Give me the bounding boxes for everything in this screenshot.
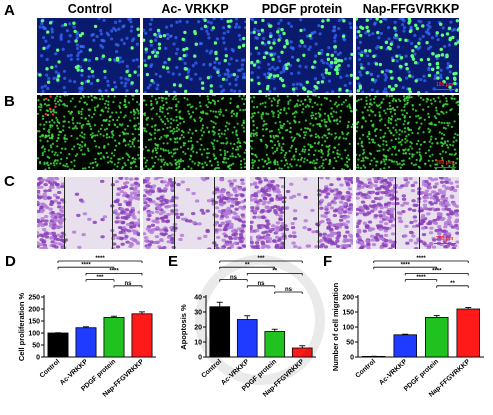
chart_1-bar-2 — [264, 331, 286, 358]
chart_2-bar-2 — [425, 317, 449, 358]
chart_0-bar-3 — [131, 313, 153, 358]
chart_2-ylabel: Number of cell migration — [331, 282, 340, 371]
chart_1-ylabel: Apoptosis % — [179, 304, 188, 350]
chart-letter-f: F — [323, 253, 333, 270]
chart_2-ytick-label: 0 — [350, 355, 354, 362]
row-letter-b: B — [4, 93, 15, 110]
chart_0-ytick-label: 250 — [28, 295, 40, 302]
column-title-control: Control — [67, 2, 113, 16]
chart_2-sig-label-2: **** — [432, 269, 442, 275]
scale-bar-a — [434, 89, 456, 90]
column-title-ac-vrkkp: Ac- VRKKP — [161, 2, 229, 16]
chart_1-sig-label-1: ** — [245, 262, 250, 268]
chart_0-ytick-label: 150 — [28, 319, 40, 326]
chart_0-bar-0 — [47, 332, 69, 358]
chart_0-bar-1 — [75, 327, 97, 358]
chart_0-category-label-0: Control — [39, 358, 62, 379]
micrograph-b-1 — [143, 95, 246, 170]
chart_2-sig-label-0: **** — [416, 256, 426, 262]
chart_1-sig-label-3: ns — [230, 275, 238, 281]
chart_0-bar-2 — [103, 317, 125, 358]
micrograph-b-2 — [250, 95, 353, 170]
micrograph-a-2 — [250, 18, 353, 93]
scale-bar-label-b: 200 μm — [436, 160, 454, 166]
chart_0-ylabel: Cell proliferation % — [17, 292, 26, 361]
chart_1-sig-label-4: ns — [257, 281, 265, 287]
micrograph-a-1 — [143, 18, 246, 93]
chart_0-sig-label-3: *** — [96, 275, 104, 281]
chart_2-sig-label-1: **** — [401, 262, 411, 268]
micrograph-c-3 — [356, 177, 459, 249]
chart_2-category-label-1: Ac-VRKKP — [378, 358, 409, 387]
chart_1-sig-label-5: ns — [285, 287, 293, 293]
micrograph-b-0 — [37, 95, 140, 170]
chart_0-ytick-label: 200 — [28, 307, 40, 314]
chart_2-sig-label-3: **** — [416, 275, 426, 281]
chart_0-ytick-label: 100 — [28, 331, 40, 338]
chart_1-sig-label-0: *** — [257, 256, 265, 262]
row-letter-a: A — [4, 2, 15, 19]
chart-letter-e: E — [168, 253, 179, 270]
chart_1-ytick-label: 40 — [194, 295, 202, 302]
chart_0-ytick-label: 50 — [32, 343, 40, 350]
chart_1-bar-0 — [209, 306, 231, 358]
chart_2-category-label-0: Control — [354, 358, 377, 379]
chart_0-sig-label-0: **** — [95, 256, 105, 262]
chart_2-sig-label-4: ** — [450, 281, 455, 287]
chart_2-ytick-label: 100 — [342, 325, 354, 332]
chart-letter-d: D — [5, 253, 16, 270]
column-title-nap: Nap-FFGVRKKP — [362, 2, 460, 16]
chart_2-ytick-label: 200 — [342, 295, 354, 302]
chart_1-ytick-label: 20 — [194, 325, 202, 332]
chart_2-bar-1 — [393, 334, 417, 358]
chart_1-category-label-0: Control — [200, 358, 223, 379]
chart_1-bar-1 — [236, 319, 258, 358]
micrograph-c-2 — [250, 177, 353, 249]
micrograph-a-0 — [37, 18, 140, 93]
chart_0-sig-label-4: ns — [124, 281, 132, 287]
chart_1-bar-3 — [291, 347, 313, 358]
scale-bar-c — [434, 243, 456, 244]
chart_0-sig-label-2: **** — [109, 269, 119, 275]
chart_2-ytick-label: 50 — [346, 340, 354, 347]
scale-bar-label-c: 200 μm — [436, 236, 454, 242]
chart_2-ytick-label: 150 — [342, 310, 354, 317]
row-letter-c: C — [4, 173, 15, 190]
micrograph-a-3 — [356, 18, 459, 93]
chart_2-bar-3 — [456, 308, 480, 358]
chart_1-ytick-label: 10 — [194, 340, 202, 347]
micrograph-c-1 — [143, 177, 246, 249]
chart_1-ytick-label: 30 — [194, 310, 202, 317]
scale-bar-b — [434, 167, 456, 168]
column-title-pdgf: PDGF protein — [261, 2, 343, 16]
chart_1-ytick-label: 0 — [198, 355, 202, 362]
chart_0-ytick-label: 0 — [36, 355, 40, 362]
chart_1-sig-label-2: ** — [272, 269, 277, 275]
micrograph-c-0 — [37, 177, 140, 249]
micrograph-b-3 — [356, 95, 459, 170]
chart_0-sig-label-1: **** — [81, 262, 91, 268]
scale-bar-label-a: 100 μm — [436, 82, 454, 88]
